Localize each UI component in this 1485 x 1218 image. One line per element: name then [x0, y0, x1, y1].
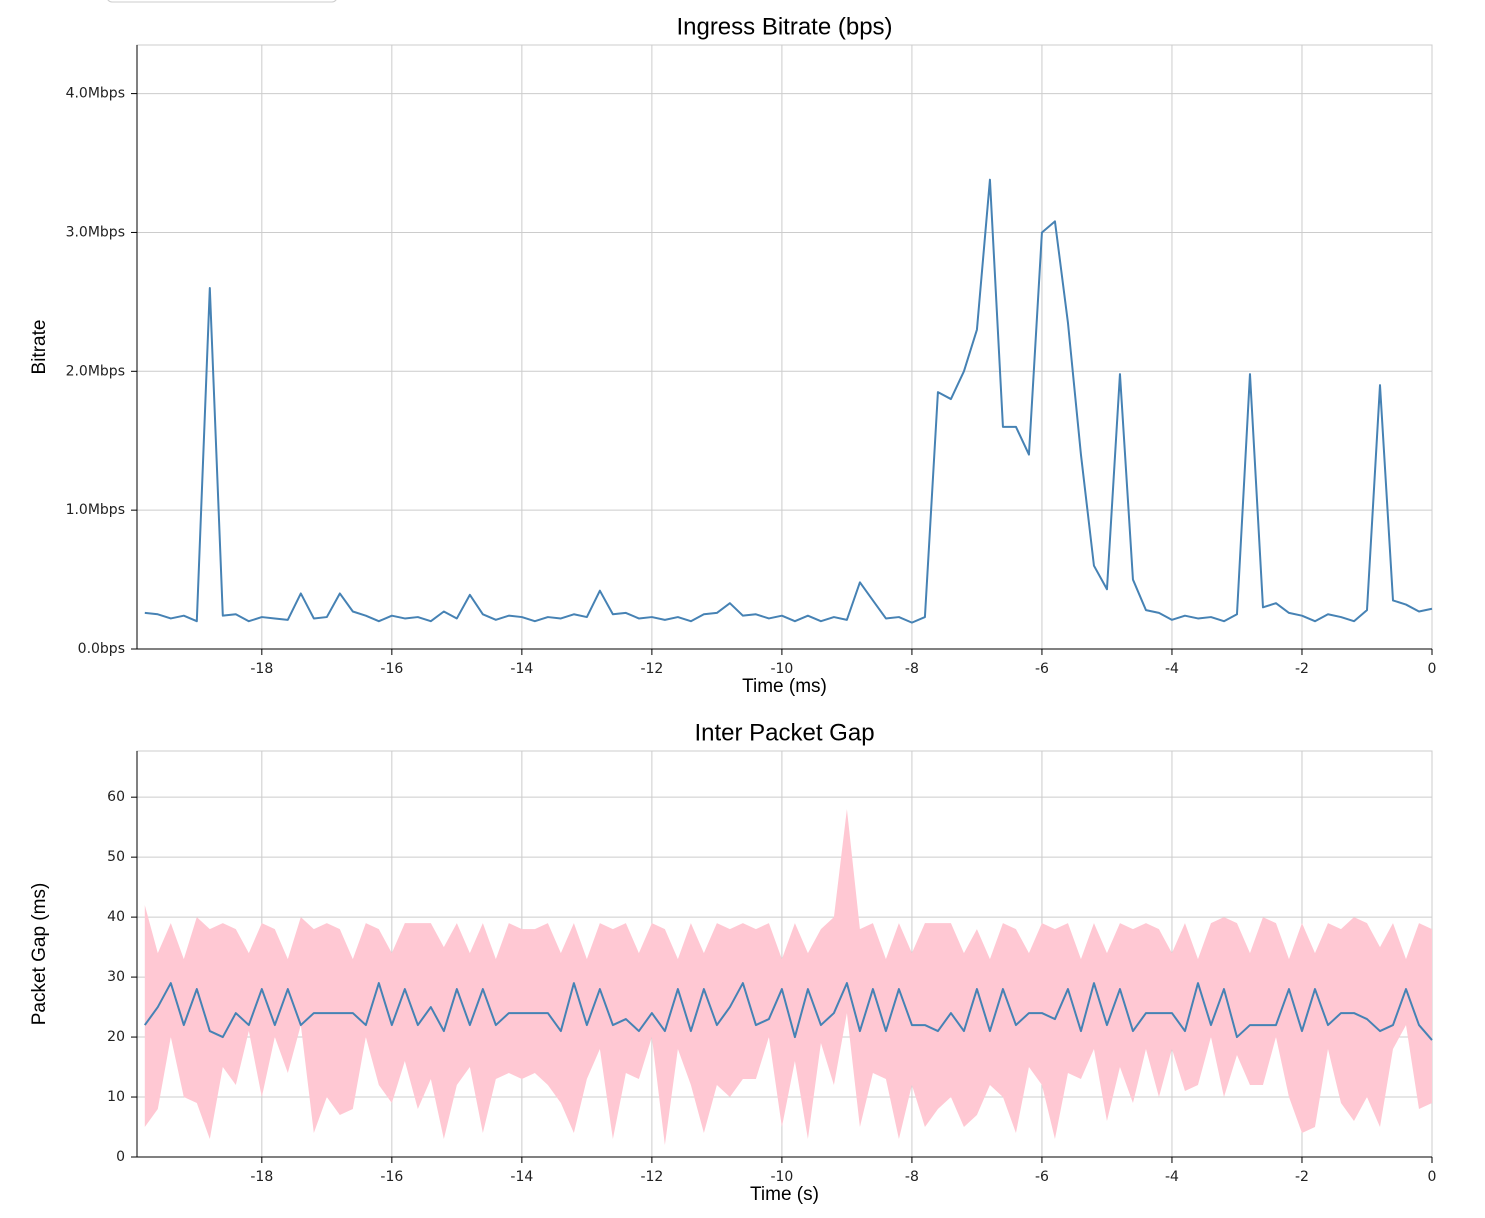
- y-tick-label: 0.0bps: [78, 641, 125, 657]
- series-line: [143, 982, 1433, 1041]
- control-button[interactable]: [107, 0, 337, 3]
- y-tick-label: 4.0Mbps: [66, 86, 125, 102]
- x-tick-label: -18: [250, 661, 273, 677]
- x-tick-label: 0: [1428, 1169, 1437, 1185]
- x-tick-label: -8: [905, 1169, 919, 1185]
- x-tick-label: -8: [905, 661, 919, 677]
- x-tick-label: -18: [250, 1169, 273, 1185]
- plot-area: [136, 44, 1433, 650]
- x-axis-title: Time (s): [750, 1184, 819, 1205]
- x-tick-label: -4: [1165, 1169, 1179, 1185]
- x-tick-label: -2: [1295, 661, 1309, 677]
- y-tick-label: 50: [107, 849, 125, 865]
- x-tick-label: -10: [770, 1169, 793, 1185]
- y-tick-label: 2.0Mbps: [66, 363, 125, 379]
- y-tick-label: 30: [107, 969, 125, 985]
- x-tick-label: -6: [1035, 661, 1049, 677]
- x-tick-label: -10: [770, 661, 793, 677]
- y-tick-label: 1.0Mbps: [66, 502, 125, 518]
- y-tick-label: 40: [107, 909, 125, 925]
- y-tick-label: 20: [107, 1029, 125, 1045]
- x-tick-label: -4: [1165, 661, 1179, 677]
- y-axis-title: Packet Gap (ms): [29, 883, 50, 1026]
- series-line: [144, 178, 1433, 624]
- x-tick-label: -16: [380, 1169, 403, 1185]
- x-tick-label: -14: [510, 1169, 533, 1185]
- x-tick-label: -2: [1295, 1169, 1309, 1185]
- x-tick-label: -14: [510, 661, 533, 677]
- y-axis-title: Bitrate: [29, 320, 50, 375]
- y-tick-label: 0: [116, 1149, 125, 1165]
- x-tick-label: -16: [380, 661, 403, 677]
- x-tick-label: -12: [640, 661, 663, 677]
- y-tick-label: 60: [107, 789, 125, 805]
- x-tick-label: 0: [1428, 661, 1437, 677]
- y-tick-label: 3.0Mbps: [66, 224, 125, 240]
- x-tick-label: -12: [640, 1169, 663, 1185]
- range-band: [144, 809, 1432, 1146]
- y-tick-label: 10: [107, 1089, 125, 1105]
- x-tick-label: -6: [1035, 1169, 1049, 1185]
- chart-title: Inter Packet Gap: [694, 719, 874, 746]
- chart-title: Ingress Bitrate (bps): [676, 13, 892, 40]
- x-axis-title: Time (ms): [742, 676, 827, 697]
